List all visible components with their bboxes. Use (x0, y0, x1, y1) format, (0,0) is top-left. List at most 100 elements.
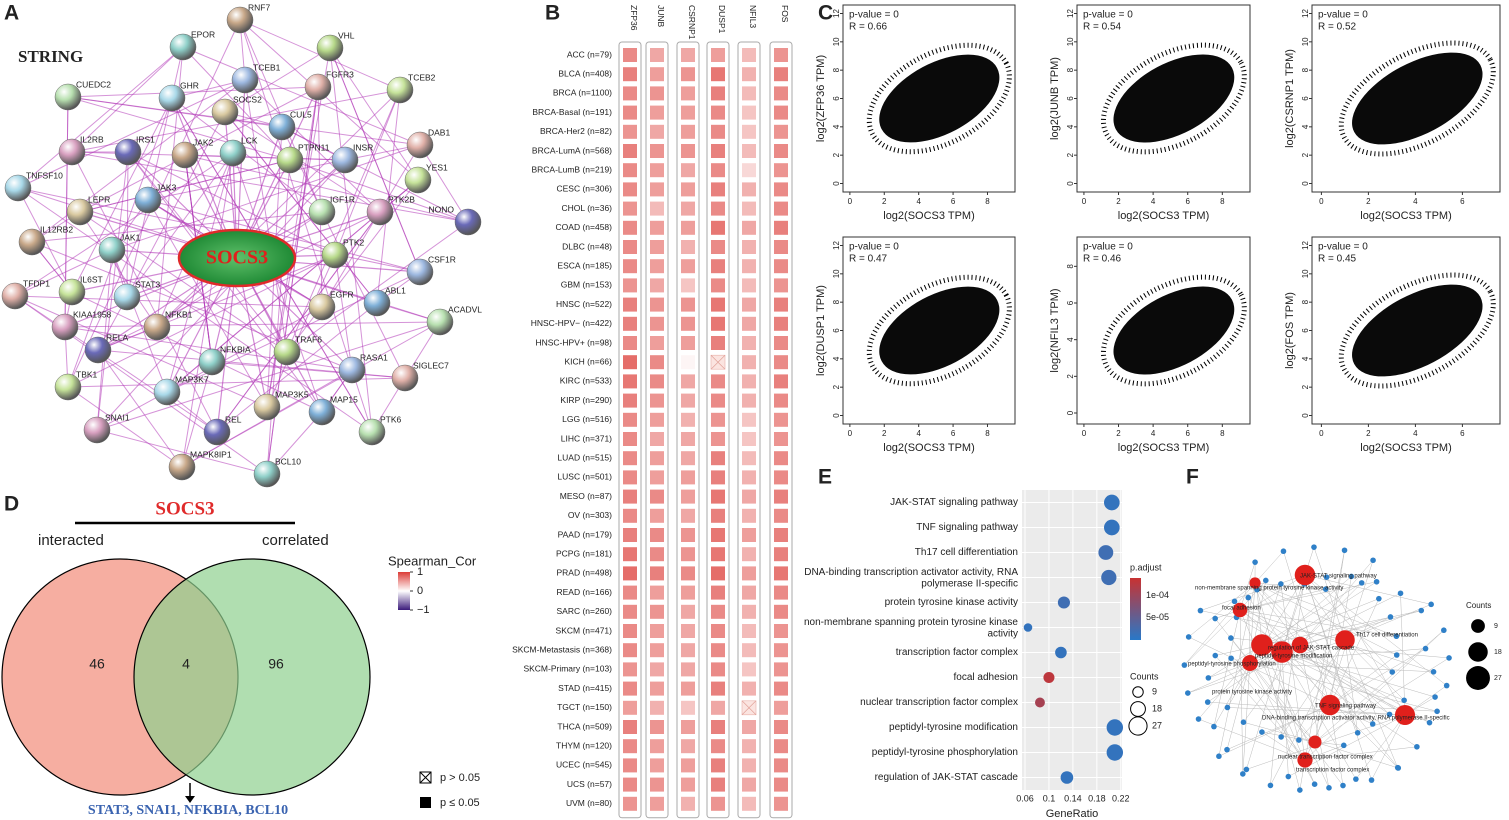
edge (1249, 662, 1434, 673)
node-label: RASA1 (360, 352, 388, 362)
gene-node (1386, 711, 1393, 718)
cell (623, 566, 637, 581)
cell (650, 451, 664, 466)
cell (681, 489, 695, 504)
edge (1248, 597, 1251, 664)
protein-node (198, 348, 226, 376)
cell (650, 681, 664, 696)
cell (711, 374, 725, 389)
edge (97, 349, 183, 468)
node-label: INSR (353, 142, 373, 152)
gene-node (1430, 668, 1437, 675)
row-label: COAD (n=458) (556, 222, 613, 232)
colorbar-tick-label: 5e-05 (1146, 612, 1169, 622)
cell (711, 508, 725, 523)
cell (681, 336, 695, 350)
cell (742, 643, 756, 658)
cell (681, 220, 695, 235)
edge (126, 152, 234, 298)
cell (774, 547, 788, 562)
y-tick-label: 6 (832, 328, 841, 333)
row-label: SARC (n=260) (556, 606, 612, 616)
protein-node (4, 174, 32, 202)
cell (623, 662, 637, 677)
term-node (1308, 735, 1322, 749)
cell (774, 105, 788, 120)
gene-node (1311, 781, 1318, 788)
colorbar-tick-label: 1 (417, 566, 423, 578)
x-tick-label: 0 (848, 429, 853, 438)
cell (774, 585, 788, 600)
cross (741, 700, 757, 716)
dot (1101, 569, 1117, 586)
row-label: BLCA (n=408) (558, 68, 612, 78)
term-label: peptidyl-tyrosine modification (1255, 654, 1332, 660)
cell (774, 470, 788, 485)
gene-node (1422, 645, 1429, 652)
y-tick-label: 8 (832, 67, 841, 72)
cell (742, 489, 756, 504)
edge (244, 79, 381, 213)
x-tick-label: 0 (848, 197, 853, 206)
cell (711, 739, 725, 754)
cell (742, 758, 756, 773)
cell (711, 777, 725, 792)
gene-node (1428, 601, 1434, 608)
node-label: IL6ST (80, 274, 103, 284)
cell (623, 374, 637, 389)
gene-node (1395, 765, 1402, 771)
x-tick-label: 6 (1460, 197, 1465, 206)
protein-node (308, 198, 336, 226)
row-label: MESO (n=87) (560, 491, 612, 501)
cell (774, 451, 788, 466)
term-label: protein tyrosine kinase activity (1212, 690, 1292, 696)
gene-node (1358, 580, 1365, 586)
term-label: Th17 cell differentiation (915, 547, 1018, 558)
edge (216, 211, 381, 433)
cell (650, 316, 664, 331)
term-node (1232, 602, 1248, 618)
gene-node (1368, 777, 1375, 783)
protein-node (114, 138, 142, 166)
protein-node (18, 228, 46, 256)
cell (711, 585, 725, 600)
cell (742, 720, 756, 734)
cell (774, 566, 788, 581)
gene-node (1414, 743, 1420, 750)
set-circle (133, 558, 371, 796)
row-label: LGG (n=516) (562, 414, 612, 424)
cell (774, 432, 788, 446)
cell (681, 470, 695, 485)
protein-node (358, 418, 386, 446)
row-label: ACC (n=79) (567, 49, 612, 59)
gene-node (1387, 614, 1394, 620)
point-cloud (879, 54, 1000, 143)
dot (1055, 646, 1067, 659)
edge (14, 249, 113, 297)
cell (681, 604, 695, 619)
cell (774, 48, 788, 62)
cell (623, 777, 637, 792)
cell (742, 355, 756, 370)
cell (650, 508, 664, 523)
cell (774, 201, 788, 216)
cell (742, 240, 756, 254)
cell (623, 48, 637, 62)
edge (1261, 644, 1330, 788)
row-label: PAAD (n=179) (558, 529, 613, 539)
edge (1239, 609, 1390, 715)
cell (681, 508, 695, 523)
edge (14, 295, 268, 408)
term-node (1249, 577, 1261, 589)
x-tick-label: 6 (951, 197, 956, 206)
colorbar-tick-label: 0 (417, 585, 423, 597)
cell (711, 278, 725, 293)
cell (711, 489, 725, 504)
edge (1283, 551, 1331, 706)
y-tick-label: 8 (1066, 67, 1075, 72)
cell (711, 604, 725, 619)
cell (623, 624, 637, 638)
x-tick-label: 4 (1413, 429, 1418, 438)
region-count: 4 (182, 656, 190, 672)
protein-node (169, 33, 197, 61)
